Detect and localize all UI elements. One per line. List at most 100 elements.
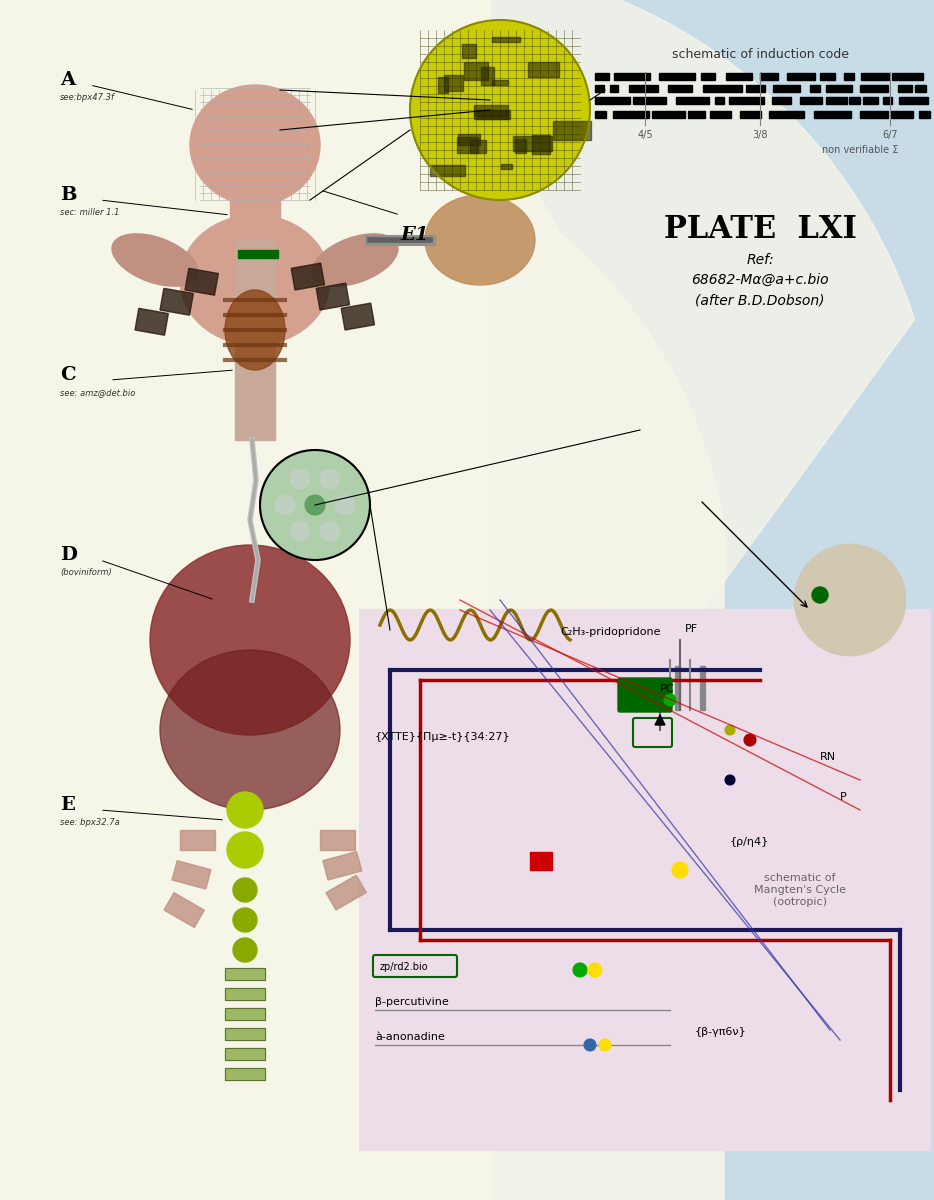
Text: PLATE  LXI: PLATE LXI (663, 215, 856, 246)
Bar (675, 680, 680, 683)
Bar (861, 73, 889, 80)
Bar (614, 73, 650, 80)
Text: 3/8: 3/8 (752, 130, 768, 140)
Text: schematic of induction code: schematic of induction code (672, 48, 848, 61)
Bar (610, 85, 618, 92)
Polygon shape (480, 0, 934, 1200)
Bar (481, 67, 494, 85)
Bar (700, 692, 705, 695)
Circle shape (672, 862, 688, 878)
Circle shape (725, 725, 735, 734)
Bar (675, 678, 680, 680)
Text: C: C (60, 366, 76, 384)
Text: {β-γπ6ν}: {β-γπ6ν} (695, 1027, 747, 1037)
Bar (225, 968, 265, 980)
Bar (919, 110, 930, 118)
Text: schematic of
Mangten's Cycle
(ootropic): schematic of Mangten's Cycle (ootropic) (754, 874, 846, 907)
Bar (515, 139, 526, 152)
Bar (675, 674, 680, 677)
Text: zp/rd2.bio: zp/rd2.bio (380, 962, 429, 972)
Bar (675, 686, 680, 689)
Bar (710, 110, 731, 118)
Text: Ref:: Ref: (746, 253, 773, 266)
Bar (826, 85, 852, 92)
Bar (225, 1028, 265, 1040)
Bar (320, 830, 355, 850)
Circle shape (233, 938, 257, 962)
Bar (675, 666, 680, 668)
Circle shape (584, 1039, 596, 1051)
Bar (530, 852, 552, 870)
Bar (595, 110, 606, 118)
Text: see:bpx47.3f: see:bpx47.3f (60, 92, 115, 102)
Bar (323, 852, 361, 880)
Bar (700, 698, 705, 701)
Bar (492, 37, 520, 42)
Bar (341, 304, 375, 330)
Bar (675, 708, 680, 710)
Circle shape (573, 962, 587, 977)
Circle shape (290, 521, 310, 541)
Bar (800, 97, 822, 104)
Bar (513, 136, 552, 151)
Bar (740, 110, 761, 118)
Bar (458, 134, 480, 145)
Bar (700, 686, 705, 689)
Bar (633, 97, 666, 104)
Bar (700, 674, 705, 677)
Circle shape (664, 694, 676, 706)
Bar (225, 1028, 265, 1040)
Circle shape (795, 545, 905, 655)
Bar (820, 73, 835, 80)
Text: E1: E1 (400, 226, 429, 244)
Bar (883, 97, 892, 104)
Bar (438, 77, 448, 92)
Bar (595, 73, 609, 80)
Circle shape (233, 878, 257, 902)
Bar (703, 85, 742, 92)
Bar (291, 263, 324, 290)
Circle shape (725, 775, 735, 785)
Bar (675, 692, 680, 695)
Bar (810, 85, 820, 92)
Bar (457, 137, 478, 152)
Bar (553, 121, 591, 140)
Bar (715, 97, 724, 104)
Bar (772, 97, 791, 104)
Bar (172, 860, 211, 889)
Circle shape (744, 734, 756, 746)
Bar (863, 97, 878, 104)
Bar (675, 684, 680, 686)
Text: B: B (60, 186, 77, 204)
Bar (185, 269, 219, 295)
Circle shape (599, 1039, 611, 1051)
Bar (668, 85, 692, 92)
Bar (225, 1048, 265, 1060)
Bar (462, 44, 476, 58)
Bar (225, 1008, 265, 1020)
Bar (492, 80, 508, 85)
Circle shape (227, 792, 263, 828)
Ellipse shape (225, 290, 285, 370)
Bar (700, 690, 705, 692)
Bar (225, 968, 265, 980)
Text: see: bpx32.7a: see: bpx32.7a (60, 818, 120, 827)
Bar (891, 110, 913, 118)
Polygon shape (655, 715, 665, 725)
Bar (360, 610, 930, 1150)
Bar (726, 73, 752, 80)
Polygon shape (0, 0, 914, 1000)
Bar (629, 85, 658, 92)
Text: E: E (60, 796, 75, 814)
Text: sec: miller 1.1: sec: miller 1.1 (60, 208, 120, 217)
Text: (after B.D.Dobson): (after B.D.Dobson) (695, 293, 825, 307)
Bar (675, 672, 680, 674)
Bar (474, 110, 508, 119)
Bar (160, 288, 193, 316)
Ellipse shape (180, 215, 330, 346)
Bar (688, 110, 705, 118)
Text: PF: PF (685, 624, 698, 634)
Bar (444, 74, 463, 91)
Ellipse shape (160, 650, 340, 810)
Bar (729, 97, 764, 104)
